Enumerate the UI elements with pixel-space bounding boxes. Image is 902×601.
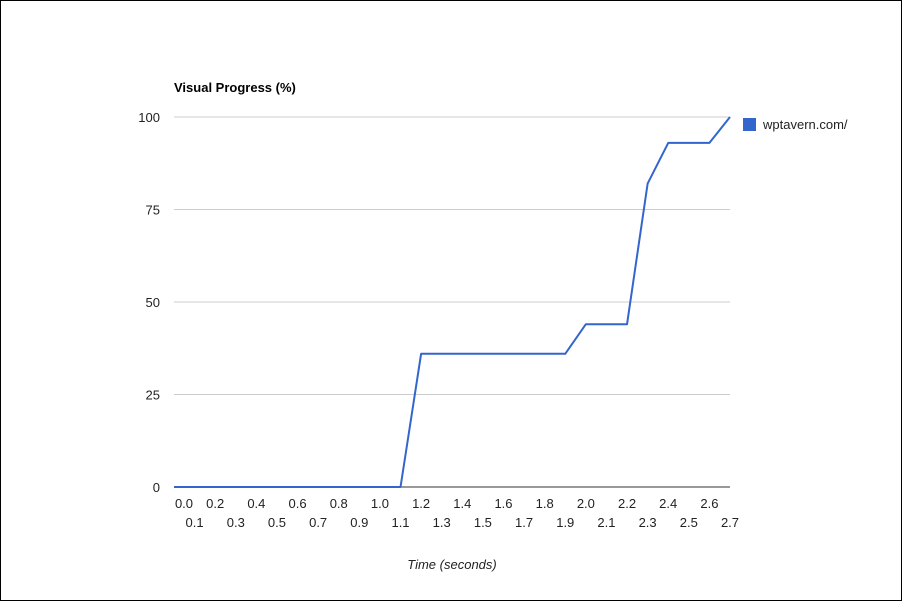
x-tick-label: 1.9 — [556, 515, 574, 530]
x-tick-label: 1.0 — [371, 496, 389, 511]
x-tick-label: 1.7 — [515, 515, 533, 530]
x-tick-label: 1.6 — [494, 496, 512, 511]
x-tick-label: 0.1 — [186, 515, 204, 530]
legend: wptavern.com/ — [743, 117, 848, 132]
x-tick-label: 0.5 — [268, 515, 286, 530]
x-tick-label: 1.1 — [391, 515, 409, 530]
x-tick-label: 2.7 — [721, 515, 739, 530]
x-tick-label: 2.2 — [618, 496, 636, 511]
gridlines — [174, 116, 730, 488]
x-tick-label: 1.2 — [412, 496, 430, 511]
x-tick-label: 1.3 — [433, 515, 451, 530]
y-tick-label: 25 — [146, 388, 160, 403]
x-tick-label: 2.4 — [659, 496, 677, 511]
x-tick-label: 0.6 — [289, 496, 307, 511]
x-tick-label: 2.3 — [639, 515, 657, 530]
x-tick-label: 2.1 — [597, 515, 615, 530]
x-tick-label: 0.7 — [309, 515, 327, 530]
chart-title: Visual Progress (%) — [174, 80, 296, 95]
y-tick-label: 75 — [146, 203, 160, 218]
x-tick-label: 0.0 — [175, 496, 193, 511]
x-tick-label: 1.5 — [474, 515, 492, 530]
x-tick-label: 0.2 — [206, 496, 224, 511]
series-layer — [173, 116, 731, 488]
x-tick-label: 0.8 — [330, 496, 348, 511]
y-tick-label: 0 — [153, 480, 160, 495]
legend-label: wptavern.com/ — [762, 117, 848, 132]
x-tick-label: 1.4 — [453, 496, 471, 511]
x-axis-title: Time (seconds) — [407, 557, 496, 572]
x-tick-label: 2.0 — [577, 496, 595, 511]
x-tick-label: 0.4 — [247, 496, 265, 511]
x-tick-label: 2.6 — [700, 496, 718, 511]
x-tick-label: 1.8 — [536, 496, 554, 511]
legend-swatch — [743, 118, 756, 131]
y-tick-label: 50 — [146, 295, 160, 310]
y-axis-ticks: 0 25 50 75 100 — [138, 110, 160, 495]
x-tick-label: 0.3 — [227, 515, 245, 530]
y-tick-label: 100 — [138, 110, 160, 125]
x-tick-label: 0.9 — [350, 515, 368, 530]
x-axis-ticks: 0.00.10.20.30.40.50.60.70.80.91.01.11.21… — [175, 496, 739, 530]
x-tick-label: 2.5 — [680, 515, 698, 530]
series-line-0 — [174, 116, 731, 488]
